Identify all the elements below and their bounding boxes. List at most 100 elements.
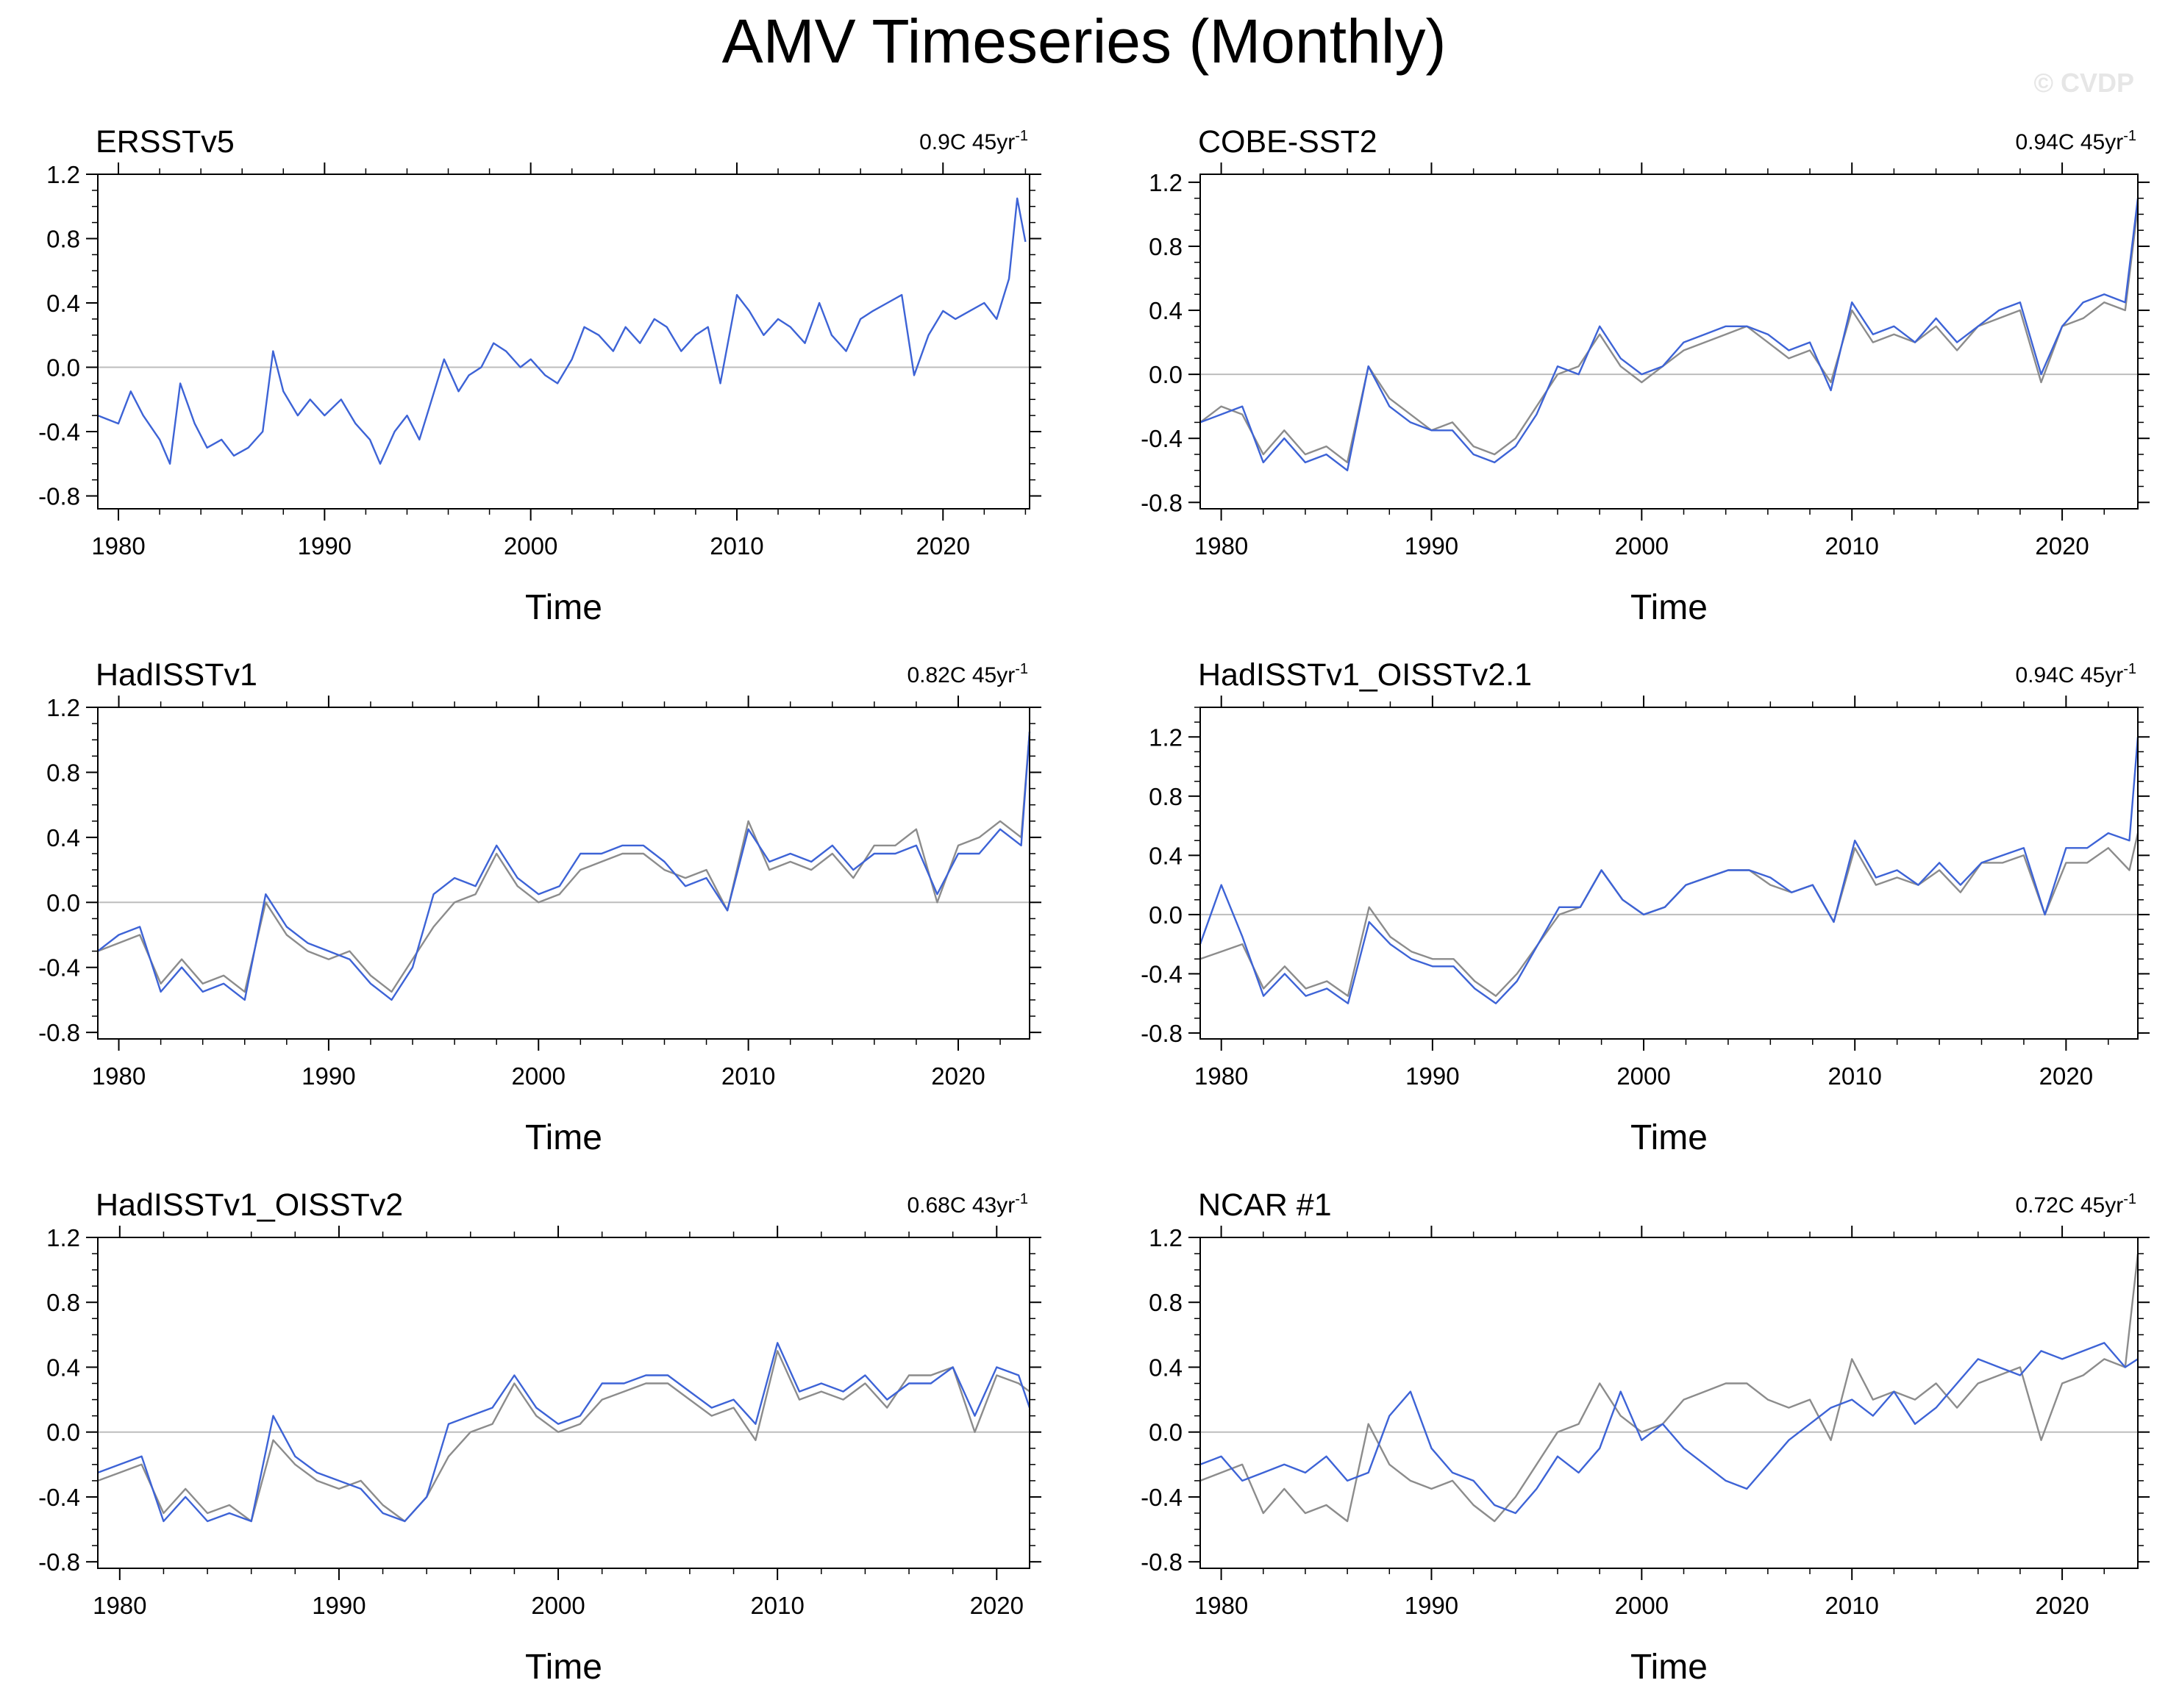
series-line-primary: [1199, 1342, 2139, 1515]
x-tick-label: 2020: [931, 1062, 985, 1090]
y-tick-label: -0.8: [1141, 1548, 1183, 1576]
series-line-primary: [97, 732, 1031, 1001]
series-line-reference: [1199, 206, 2139, 464]
y-tick-label: 0.0: [1149, 901, 1183, 929]
x-tick-label: 1980: [93, 1592, 146, 1619]
series-line-reference: [97, 1350, 1030, 1523]
chart-panel-2: COBE-SST2 0.94C 45yr-1 -0.8 -0.4 0.0 0.4 0.8 1.…: [1141, 124, 2150, 627]
x-tick-label: 2010: [1825, 532, 1878, 560]
plot-frame: [97, 174, 1030, 510]
y-tick-label: 0.8: [1149, 1289, 1183, 1316]
y-tick-label: 0.8: [1149, 233, 1183, 260]
trend-label: 0.94C 45yr-1: [2015, 128, 2136, 154]
y-tick-label: 0.0: [46, 889, 80, 916]
y-tick-label: 1.2: [1149, 1224, 1183, 1251]
plot-frame: [1199, 174, 2139, 510]
y-tick-label: 0.0: [1149, 1419, 1183, 1446]
x-axis-label: Time: [525, 1648, 602, 1687]
y-tick-label: 0.4: [46, 824, 80, 851]
series-line-reference: [97, 732, 1031, 993]
y-tick-label: 1.2: [46, 694, 80, 721]
y-tick-label: -0.4: [38, 1484, 80, 1511]
y-tick-label: -0.8: [1141, 1020, 1183, 1047]
plot-frame: [1199, 1237, 2139, 1569]
y-tick-label: 0.4: [46, 290, 80, 317]
x-tick-label: 2000: [1615, 532, 1669, 560]
x-tick-label: 2010: [1828, 1062, 1881, 1090]
x-tick-label: 1990: [1405, 532, 1458, 560]
plot-frame: [97, 1237, 1030, 1569]
chart-panel-3: HadISSTv1 0.82C 45yr-1 -0.8 -0.4 0.0 0.4 0.8 1.…: [38, 657, 1041, 1157]
chart-panel-6: NCAR #1 0.72C 45yr-1 -0.8 -0.4 0.0 0.4 0.8 1.2 1…: [1141, 1187, 2150, 1687]
y-tick-label: -0.8: [38, 483, 80, 510]
series-line-primary: [97, 197, 1027, 465]
y-tick-label: 0.4: [46, 1354, 80, 1381]
panel-title: ERSSTv5: [96, 124, 235, 160]
x-tick-label: 1990: [298, 532, 352, 560]
x-tick-label: 2000: [1616, 1062, 1670, 1090]
x-axis-label: Time: [1630, 1118, 1708, 1157]
y-tick-label: 0.8: [46, 759, 80, 786]
x-tick-label: 1980: [1194, 1062, 1248, 1090]
y-tick-label: -0.4: [1141, 425, 1183, 452]
x-tick-label: 2010: [710, 532, 763, 560]
panel-title: NCAR #1: [1198, 1187, 1332, 1223]
x-axis-label: Time: [525, 588, 602, 627]
x-tick-label: 2010: [750, 1592, 804, 1619]
x-axis-label: Time: [1630, 1648, 1708, 1687]
x-tick-label: 1980: [91, 532, 145, 560]
x-tick-label: 1990: [302, 1062, 355, 1090]
y-tick-label: 0.4: [1149, 1354, 1183, 1381]
y-tick-label: -0.4: [1141, 960, 1183, 987]
x-tick-label: 2000: [504, 532, 557, 560]
x-tick-label: 2020: [970, 1592, 1024, 1619]
series-line-primary: [1199, 198, 2139, 471]
panel-title: HadISSTv1_OISSTv2.1: [1198, 657, 1532, 693]
trend-label: 0.72C 45yr-1: [2015, 1191, 2136, 1218]
plot-frame: [1199, 707, 2139, 1040]
y-tick-label: 0.8: [46, 226, 80, 253]
y-tick-label: 0.0: [46, 354, 80, 382]
y-tick-label: -0.8: [1141, 489, 1183, 516]
y-tick-label: 0.8: [1149, 783, 1183, 810]
y-tick-label: -0.8: [38, 1019, 80, 1046]
y-tick-label: 1.2: [46, 161, 80, 188]
y-tick-label: 0.4: [1149, 842, 1183, 869]
trend-label: 0.9C 45yr-1: [919, 128, 1028, 154]
x-tick-label: 2010: [721, 1062, 775, 1090]
watermark: © CVDP: [2033, 68, 2134, 98]
x-tick-label: 2000: [512, 1062, 566, 1090]
trend-label: 0.68C 43yr-1: [907, 1191, 1028, 1218]
panel-title: HadISSTv1_OISSTv2: [96, 1187, 403, 1223]
y-tick-label: 0.0: [1149, 361, 1183, 388]
y-tick-label: 1.2: [46, 1224, 80, 1251]
y-tick-label: 0.4: [1149, 297, 1183, 324]
y-tick-label: -0.8: [38, 1548, 80, 1576]
y-tick-label: -0.4: [38, 954, 80, 982]
chart-panel-5: HadISSTv1_OISSTv2 0.68C 43yr-1 -0.8 -0.4 0.0…: [38, 1187, 1041, 1687]
x-tick-label: 2000: [1615, 1592, 1669, 1619]
x-tick-label: 1990: [312, 1592, 366, 1619]
panel-title: HadISSTv1: [96, 657, 257, 693]
y-tick-label: -0.4: [1141, 1484, 1183, 1511]
series-line-primary: [1199, 737, 2139, 1004]
x-axis-label: Time: [1630, 588, 1708, 627]
series-line-reference: [1199, 1253, 2139, 1523]
x-tick-label: 1980: [1194, 1592, 1248, 1619]
y-tick-label: -0.4: [38, 418, 80, 446]
trend-label: 0.94C 45yr-1: [2015, 661, 2136, 687]
x-tick-label: 2000: [531, 1592, 585, 1619]
series-line-primary: [97, 1342, 1031, 1523]
page-title: AMV Timeseries (Monthly): [721, 7, 1447, 76]
x-tick-label: 1990: [1405, 1062, 1459, 1090]
x-tick-label: 1980: [92, 1062, 146, 1090]
y-tick-label: 0.0: [46, 1419, 80, 1446]
x-tick-label: 1980: [1194, 532, 1248, 560]
y-tick-label: 1.2: [1149, 169, 1183, 196]
y-tick-label: 0.8: [46, 1289, 80, 1316]
x-tick-label: 2020: [2039, 1062, 2093, 1090]
x-tick-label: 1990: [1405, 1592, 1458, 1619]
plot-frame: [97, 707, 1030, 1040]
x-tick-label: 2020: [2035, 1592, 2089, 1619]
